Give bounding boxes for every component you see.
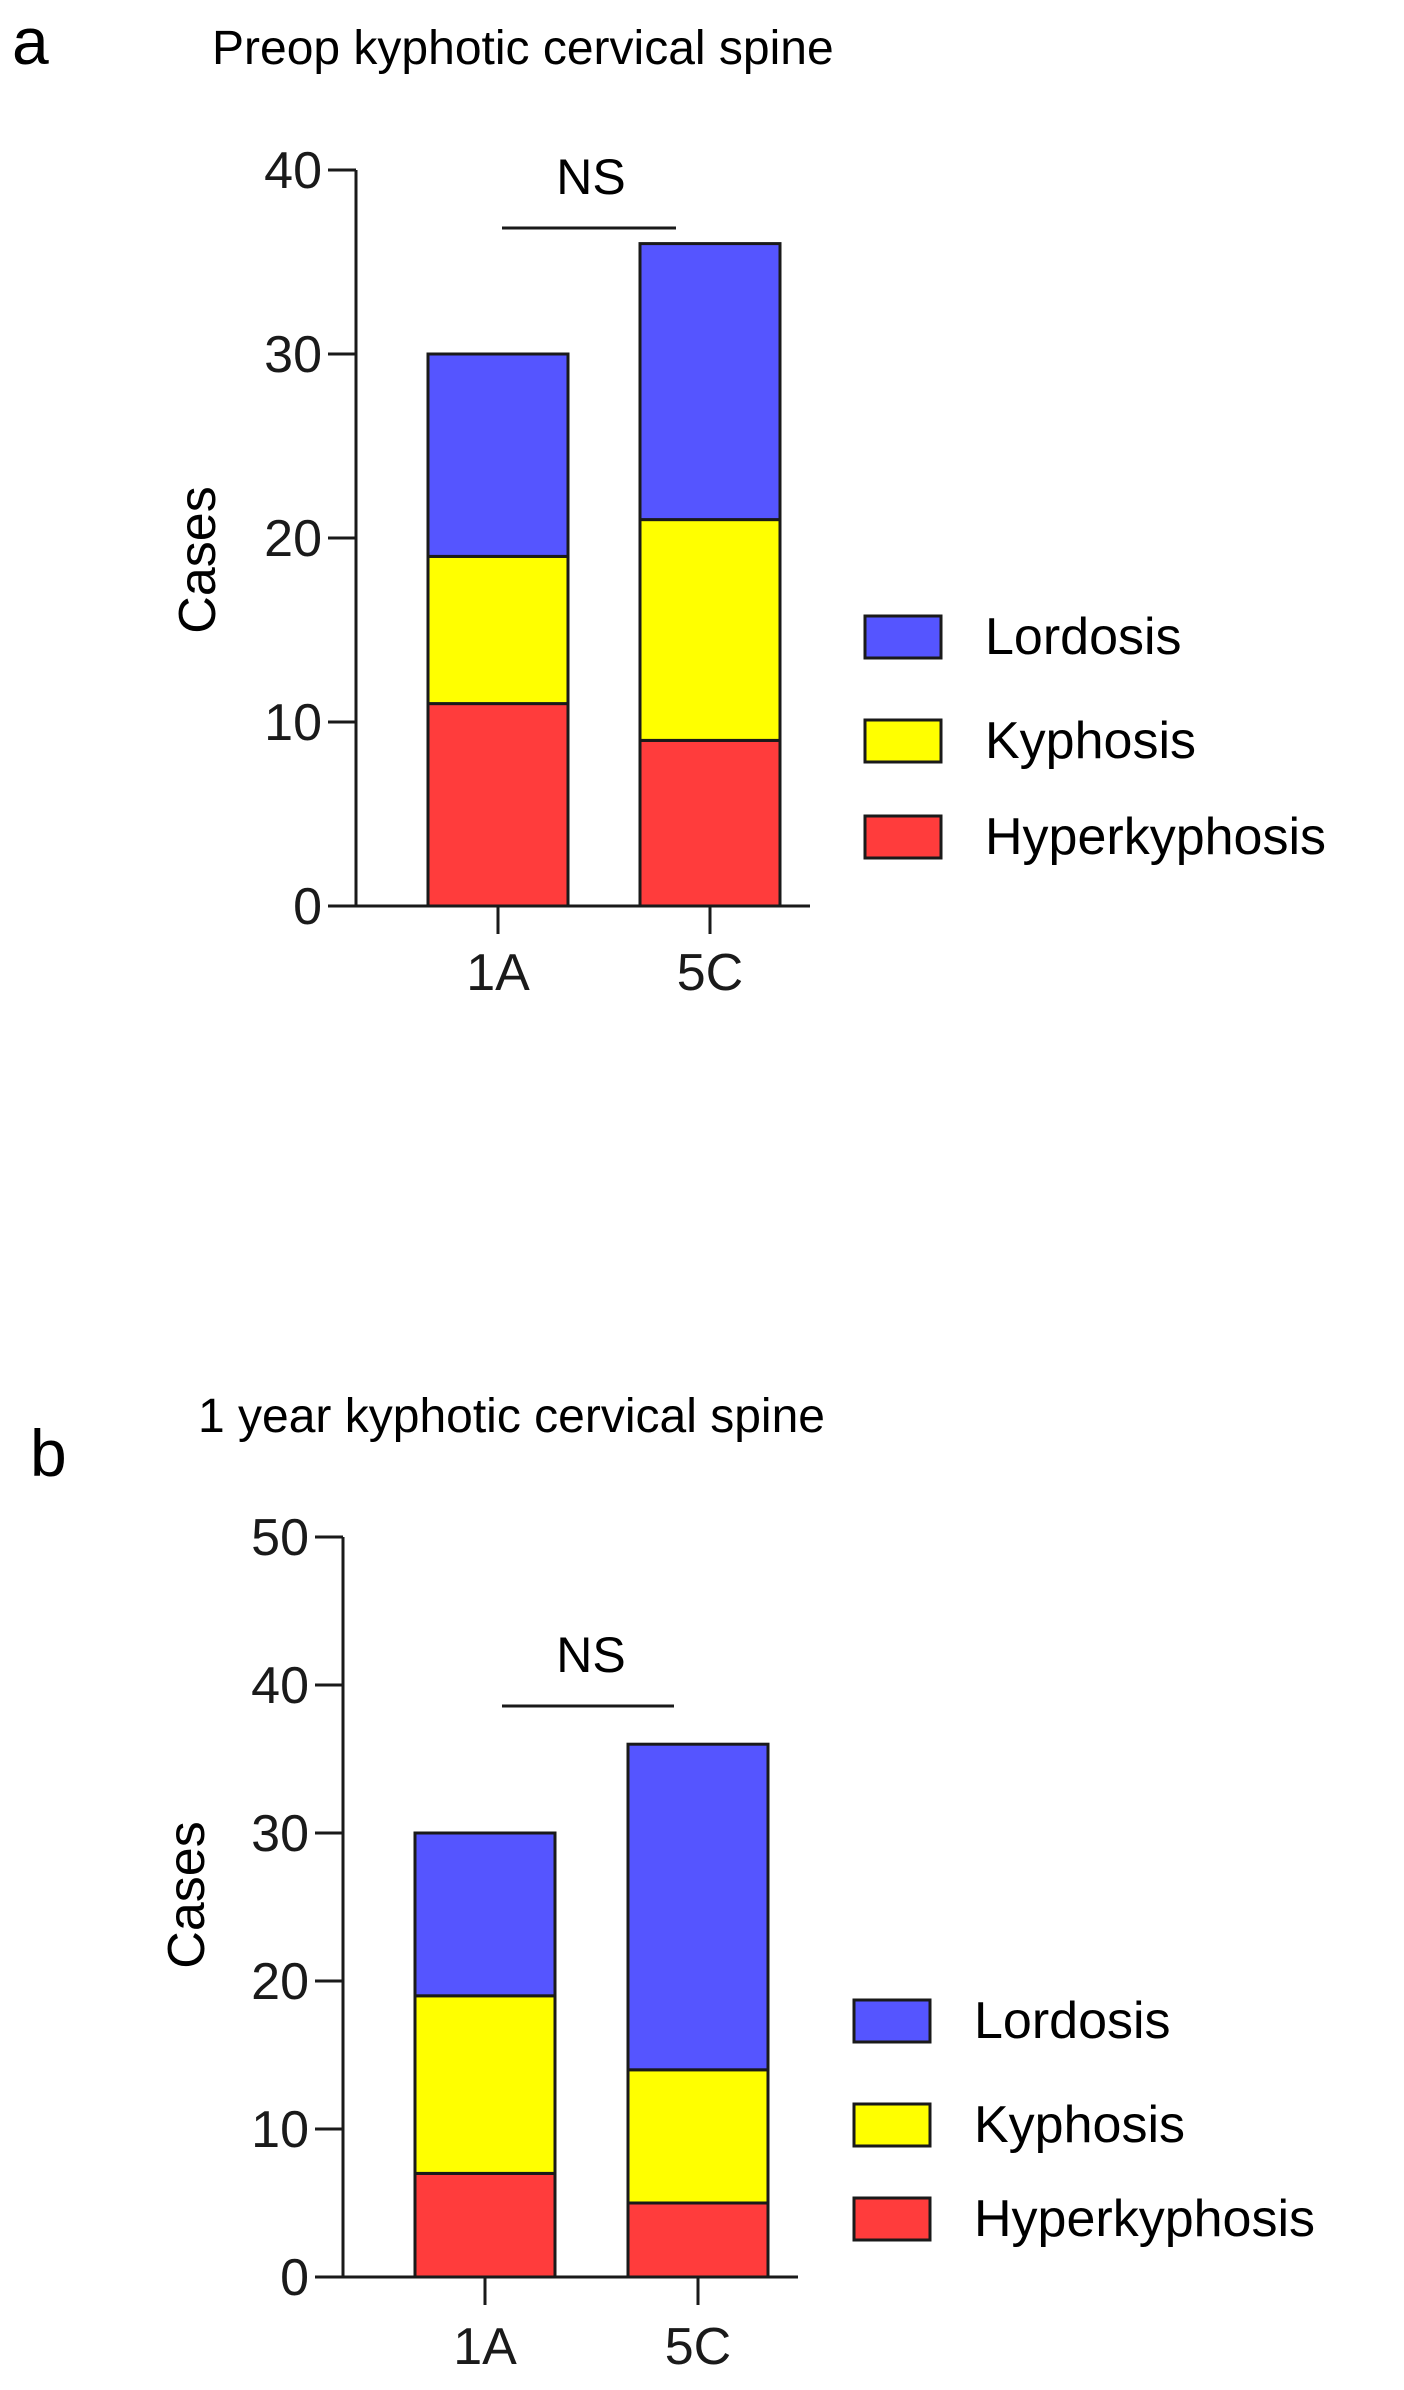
bar-5c-lordosis	[626, 1742, 770, 2072]
x-category-label-1a: 1A	[453, 2318, 517, 2376]
panel-a-preop: a Preop kyphotic cervical spine Cases 0 1…	[12, 4, 1326, 1002]
legend-item-hyperkyphosis: Hyperkyphosis	[863, 808, 1326, 866]
legend-item-hyperkyphosis: Hyperkyphosis	[852, 2190, 1315, 2248]
legend-swatch-lordosis	[863, 614, 943, 660]
legend-item-lordosis: Lordosis	[852, 1992, 1171, 2050]
bar-5c-hyperkyphosis	[626, 2201, 770, 2279]
bar-1a-hyperkyphosis	[413, 2171, 557, 2279]
legend-label-lordosis: Lordosis	[985, 608, 1182, 666]
y-tick-label: 10	[264, 694, 322, 752]
significance-annotation: NS	[502, 149, 676, 230]
legend-swatch-hyperkyphosis	[852, 2196, 932, 2242]
bars	[426, 242, 782, 908]
y-tick-label: 40	[251, 1657, 309, 1715]
bar-1a-lordosis	[426, 352, 570, 558]
y-tick-label: 30	[251, 1805, 309, 1863]
y-tick-label: 0	[293, 878, 322, 936]
legend-label-kyphosis: Kyphosis	[974, 2096, 1185, 2154]
y-axis-label: Cases	[158, 1821, 216, 1968]
panel-b-one-year: b 1 year kyphotic cervical spine Cases 0…	[30, 1390, 1315, 2376]
legend-swatch-lordosis	[852, 1998, 932, 2044]
legend: Lordosis Kyphosis Hyperkyphosis	[863, 608, 1326, 866]
panel-label: b	[30, 1416, 67, 1490]
y-tick-label: 20	[264, 510, 322, 568]
legend-label-lordosis: Lordosis	[974, 1992, 1171, 2050]
legend-label-kyphosis: Kyphosis	[985, 712, 1196, 770]
legend-item-lordosis: Lordosis	[863, 608, 1182, 666]
y-tick-label: 0	[280, 2249, 309, 2307]
bar-5c-kyphosis	[626, 2068, 770, 2205]
y-tick-label: 10	[251, 2101, 309, 2159]
legend: Lordosis Kyphosis Hyperkyphosis	[852, 1992, 1315, 2248]
x-category-label-1a: 1A	[466, 944, 530, 1002]
legend-swatch-hyperkyphosis	[863, 814, 943, 860]
panel-label: a	[12, 4, 49, 78]
axes: 0 10 20 30 40 50 1A 5C	[251, 1509, 798, 2376]
bar-1a-kyphosis	[426, 554, 570, 706]
bar-1a-kyphosis	[413, 1994, 557, 2175]
y-tick-label: 20	[251, 1953, 309, 2011]
bar-5c-lordosis	[638, 242, 782, 522]
legend-item-kyphosis: Kyphosis	[852, 2096, 1185, 2154]
significance-label: NS	[556, 1627, 625, 1683]
y-axis-label: Cases	[169, 486, 227, 633]
significance-annotation: NS	[502, 1627, 674, 1708]
legend-item-kyphosis: Kyphosis	[863, 712, 1196, 770]
chart-title: 1 year kyphotic cervical spine	[198, 1390, 825, 1443]
significance-label: NS	[556, 149, 625, 205]
bar-5c-kyphosis	[638, 518, 782, 742]
legend-label-hyperkyphosis: Hyperkyphosis	[974, 2190, 1315, 2248]
y-tick-label: 50	[251, 1509, 309, 1567]
x-category-label-5c: 5C	[665, 2318, 731, 2376]
chart-title: Preop kyphotic cervical spine	[212, 22, 834, 75]
axes: 0 10 20 30 40 1A 5C	[264, 142, 810, 1002]
bar-1a-lordosis	[413, 1831, 557, 1998]
bar-5c-hyperkyphosis	[638, 738, 782, 908]
y-tick-label: 40	[264, 142, 322, 200]
x-category-label-5c: 5C	[677, 944, 743, 1002]
legend-swatch-kyphosis	[863, 718, 943, 764]
y-tick-label: 30	[264, 326, 322, 384]
bars	[413, 1742, 770, 2279]
bar-1a-hyperkyphosis	[426, 702, 570, 908]
legend-swatch-kyphosis	[852, 2102, 932, 2148]
legend-label-hyperkyphosis: Hyperkyphosis	[985, 808, 1326, 866]
